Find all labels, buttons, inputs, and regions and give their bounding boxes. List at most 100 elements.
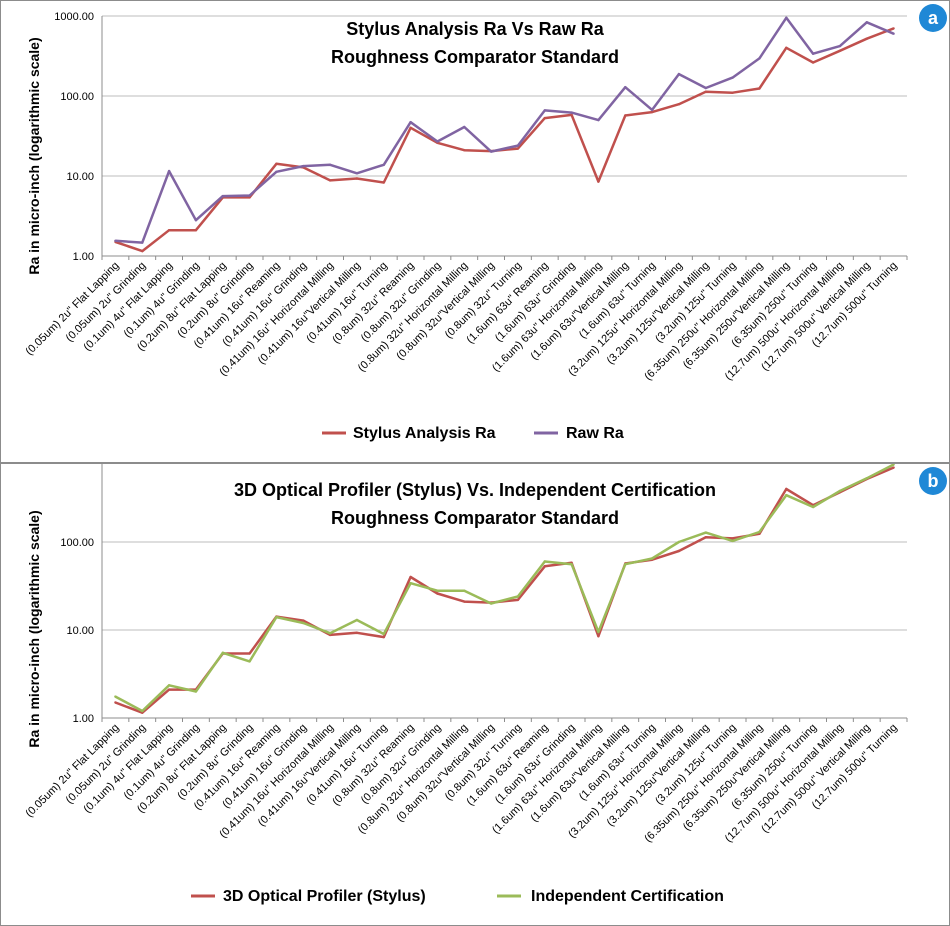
series-line-2 — [114, 464, 895, 713]
data-point — [194, 229, 198, 232]
data-point — [597, 630, 600, 634]
data-point — [892, 466, 895, 469]
data-point — [167, 169, 171, 173]
data-point — [248, 660, 251, 663]
chart-panel-a: 1.00 10.00 100.00 1000.00 (0.05um) 2u" Flat … — [0, 0, 950, 463]
data-point — [785, 46, 788, 49]
data-point — [892, 32, 895, 35]
data-point — [570, 113, 573, 117]
panel-badge-label: b — [928, 471, 939, 491]
data-point — [865, 37, 868, 40]
data-point — [355, 177, 359, 180]
data-point — [650, 108, 654, 112]
data-point — [624, 86, 627, 89]
data-point — [275, 162, 278, 165]
data-point — [570, 563, 573, 566]
data-point — [516, 598, 520, 602]
data-point — [114, 239, 117, 242]
data-point — [758, 57, 761, 60]
data-point — [811, 61, 815, 64]
data-point — [892, 27, 895, 30]
data-point — [677, 103, 681, 106]
data-point — [409, 126, 412, 129]
data-point — [463, 600, 466, 603]
y-tick-label: 1.00 — [73, 251, 94, 263]
data-point — [838, 49, 842, 52]
data-point — [167, 684, 171, 687]
data-point — [463, 149, 466, 152]
data-point — [328, 632, 332, 635]
data-point — [731, 76, 734, 79]
data-point — [302, 164, 305, 168]
data-point — [328, 163, 332, 166]
data-point — [516, 595, 520, 598]
data-point — [141, 241, 144, 244]
y-tick-label: 10.00 — [66, 625, 94, 637]
data-point — [167, 229, 171, 232]
data-point — [355, 618, 359, 622]
chart-title: Stylus Analysis Ra Vs Raw Ra — [346, 19, 604, 39]
data-point — [141, 249, 144, 253]
data-point — [543, 560, 546, 563]
data-point — [194, 219, 198, 222]
data-point — [141, 709, 144, 713]
y-tick-label: 1000.00 — [54, 11, 94, 23]
y-axis-label: Ra in micro-inch (logarithmic scale) — [26, 510, 42, 747]
data-point — [704, 86, 707, 90]
data-point — [463, 589, 466, 592]
data-point — [838, 44, 842, 48]
y-tick-label: 10.00 — [66, 171, 94, 183]
data-point — [248, 652, 251, 655]
data-point — [704, 531, 707, 534]
data-point — [194, 690, 198, 693]
data-point — [436, 589, 439, 592]
data-point — [409, 121, 412, 124]
data-point — [785, 487, 788, 491]
data-point — [489, 602, 493, 605]
data-point — [624, 114, 627, 117]
data-point — [811, 505, 815, 509]
data-point — [650, 557, 654, 560]
y-axis-label: Ra in micro-inch (logarithmic scale) — [26, 37, 42, 274]
data-point — [141, 711, 144, 714]
data-point — [731, 539, 734, 543]
data-point — [597, 118, 600, 122]
data-point — [409, 582, 412, 585]
data-point — [275, 170, 278, 173]
data-point — [221, 194, 224, 198]
data-point — [355, 172, 359, 175]
data-point — [758, 87, 761, 90]
data-point — [650, 110, 654, 114]
data-point — [731, 91, 734, 94]
data-point — [382, 163, 385, 166]
data-point — [543, 565, 546, 568]
data-point — [624, 563, 627, 566]
data-point — [489, 150, 493, 153]
chart-subtitle: Roughness Comparator Standard — [331, 508, 619, 528]
series-line-1 — [114, 466, 895, 714]
data-point — [221, 651, 224, 654]
data-point — [114, 701, 117, 704]
data-point — [543, 116, 546, 120]
panel-badge — [919, 4, 947, 32]
data-point — [302, 619, 305, 622]
data-point — [785, 494, 788, 497]
data-point — [436, 140, 439, 143]
data-point — [114, 695, 117, 698]
data-point — [328, 179, 332, 182]
data-point — [382, 635, 385, 639]
legend-label-1: 3D Optical Profiler (Stylus) — [223, 888, 426, 905]
data-point — [704, 90, 707, 94]
data-point — [892, 464, 895, 466]
legend-label-1: Stylus Analysis Ra — [353, 425, 496, 442]
data-point — [704, 536, 707, 539]
panel-badge-label: a — [928, 8, 939, 28]
data-point — [248, 194, 251, 197]
data-point — [597, 180, 600, 183]
data-point — [785, 16, 788, 19]
data-point — [570, 111, 573, 114]
data-point — [865, 21, 868, 24]
data-point — [436, 592, 439, 595]
